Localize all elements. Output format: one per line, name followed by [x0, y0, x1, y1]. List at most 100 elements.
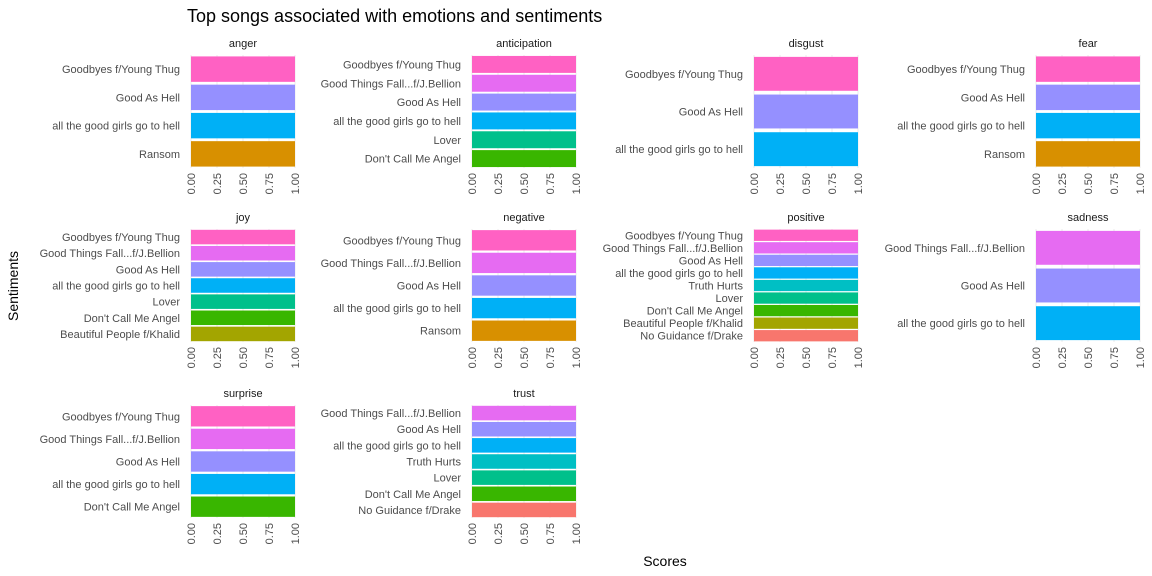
x-tick-label: 0.50: [801, 347, 813, 368]
y-tick-label: all the good girls go to hell: [333, 303, 461, 315]
y-tick-label: Good As Hell: [679, 107, 743, 119]
bar: [472, 55, 576, 73]
y-tick-label: all the good girls go to hell: [52, 479, 180, 491]
x-tick-label: 0.50: [519, 173, 531, 194]
bar: [191, 428, 295, 450]
x-tick-label: 0.00: [1031, 173, 1043, 194]
y-tick-label: all the good girls go to hell: [52, 121, 180, 133]
bar: [191, 278, 295, 293]
y-tick-label: Ransom: [420, 326, 461, 338]
bar: [191, 406, 295, 427]
x-tick-label: 0.50: [801, 173, 813, 194]
y-tick-label: Good As Hell: [397, 424, 461, 436]
facet-panel-trust: trust Good Things Fall...f/J.Bellion Good …: [321, 388, 583, 544]
y-tick-label: Good As Hell: [961, 92, 1025, 104]
y-tick-label: Don't Call Me Angel: [365, 154, 461, 166]
x-tick-label: 0.75: [545, 347, 557, 368]
y-tick-label: Goodbyes f/Young Thug: [343, 235, 461, 247]
bar: [1036, 230, 1140, 265]
facet-strip-label: negative: [503, 212, 545, 224]
x-tick-label: 0.00: [186, 173, 198, 194]
bar: [472, 454, 576, 469]
y-tick-label: all the good girls go to hell: [333, 440, 461, 452]
x-tick-label: 1.00: [853, 347, 865, 368]
bar: [754, 229, 858, 241]
facet-panel-fear: fear Goodbyes f/Young Thug Good As Hell all…: [897, 38, 1147, 194]
y-tick-label: Good Things Fall...f/J.Bellion: [40, 248, 180, 260]
facet-panel-sadness: sadness Good Things Fall...f/J.Bellion Goo…: [885, 212, 1147, 368]
x-tick-label: 0.00: [186, 347, 198, 368]
x-tick-label: 0.25: [493, 523, 505, 544]
x-tick-label: 0.00: [1031, 347, 1043, 368]
bar: [472, 297, 576, 319]
bar: [472, 112, 576, 130]
x-axis-label: Scores: [643, 553, 687, 569]
y-tick-label: Good As Hell: [397, 97, 461, 109]
facet-strip-label: positive: [787, 212, 824, 224]
y-tick-label: all the good girls go to hell: [897, 121, 1025, 133]
bar: [472, 486, 576, 502]
facet-panel-joy: joy Goodbyes f/Young Thug Good Things Fall…: [40, 212, 302, 368]
bar: [472, 230, 576, 251]
y-tick-label: Good Things Fall...f/J.Bellion: [321, 258, 461, 270]
facet-panel-negative: negative Goodbyes f/Young Thug Good Things…: [321, 212, 583, 368]
x-tick-label: 0.50: [519, 523, 531, 544]
facet-panel-surprise: surprise Goodbyes f/Young Thug Good Things…: [40, 388, 302, 544]
bar: [472, 405, 576, 421]
y-tick-label: all the good girls go to hell: [615, 268, 743, 280]
bar: [191, 229, 295, 245]
bar: [191, 310, 295, 326]
bar: [191, 84, 295, 111]
x-tick-label: 0.25: [1057, 173, 1069, 194]
x-tick-label: 0.75: [264, 347, 276, 368]
x-tick-label: 1.00: [1135, 173, 1147, 194]
facet-panel-anticipation: anticipation Goodbyes f/Young Thug Good Th…: [321, 38, 583, 194]
y-tick-label: Truth Hurts: [406, 457, 461, 469]
y-tick-label: Good Things Fall...f/J.Bellion: [321, 408, 461, 420]
x-tick-label: 0.00: [749, 347, 761, 368]
x-tick-label: 0.75: [827, 173, 839, 194]
chart-title: Top songs associated with emotions and s…: [187, 6, 602, 26]
bar: [191, 56, 295, 82]
facet-strip-label: joy: [235, 212, 251, 224]
x-tick-label: 0.25: [212, 347, 224, 368]
y-tick-label: Ransom: [984, 149, 1025, 161]
bar: [191, 496, 295, 517]
y-tick-label: Lover: [715, 293, 743, 305]
bar: [472, 275, 576, 296]
x-tick-label: 0.75: [1109, 173, 1121, 194]
x-tick-label: 0.00: [467, 523, 479, 544]
facet-strip-label: sadness: [1068, 212, 1109, 224]
x-tick-label: 0.50: [1083, 347, 1095, 368]
bar: [1036, 141, 1140, 167]
bar: [472, 93, 576, 111]
y-tick-label: Goodbyes f/Young Thug: [62, 411, 180, 423]
bar: [754, 279, 858, 292]
y-tick-label: Goodbyes f/Young Thug: [625, 69, 743, 81]
y-tick-label: Beautiful People f/Khalid: [623, 318, 743, 330]
bar: [191, 262, 295, 277]
facet-strip-label: surprise: [223, 388, 262, 400]
bar: [1036, 84, 1140, 111]
x-tick-label: 0.00: [467, 347, 479, 368]
x-tick-label: 1.00: [571, 523, 583, 544]
y-tick-label: Don't Call Me Angel: [84, 313, 180, 325]
x-tick-label: 0.75: [545, 523, 557, 544]
x-tick-label: 0.75: [264, 523, 276, 544]
x-tick-label: 0.75: [545, 173, 557, 194]
bar: [191, 473, 295, 495]
y-tick-label: Good Things Fall...f/J.Bellion: [321, 78, 461, 90]
x-tick-label: 0.25: [493, 347, 505, 368]
y-tick-label: Good As Hell: [116, 457, 180, 469]
y-tick-label: Lover: [433, 135, 461, 147]
x-tick-label: 0.50: [1083, 173, 1095, 194]
y-tick-label: Lover: [433, 473, 461, 485]
facet-strip-label: disgust: [789, 38, 824, 50]
y-tick-label: Goodbyes f/Young Thug: [62, 232, 180, 244]
facet-strip-label: fear: [1079, 38, 1098, 50]
y-tick-label: No Guidance f/Drake: [640, 331, 743, 343]
x-tick-label: 0.00: [186, 523, 198, 544]
y-axis-label: Sentiments: [5, 251, 21, 321]
